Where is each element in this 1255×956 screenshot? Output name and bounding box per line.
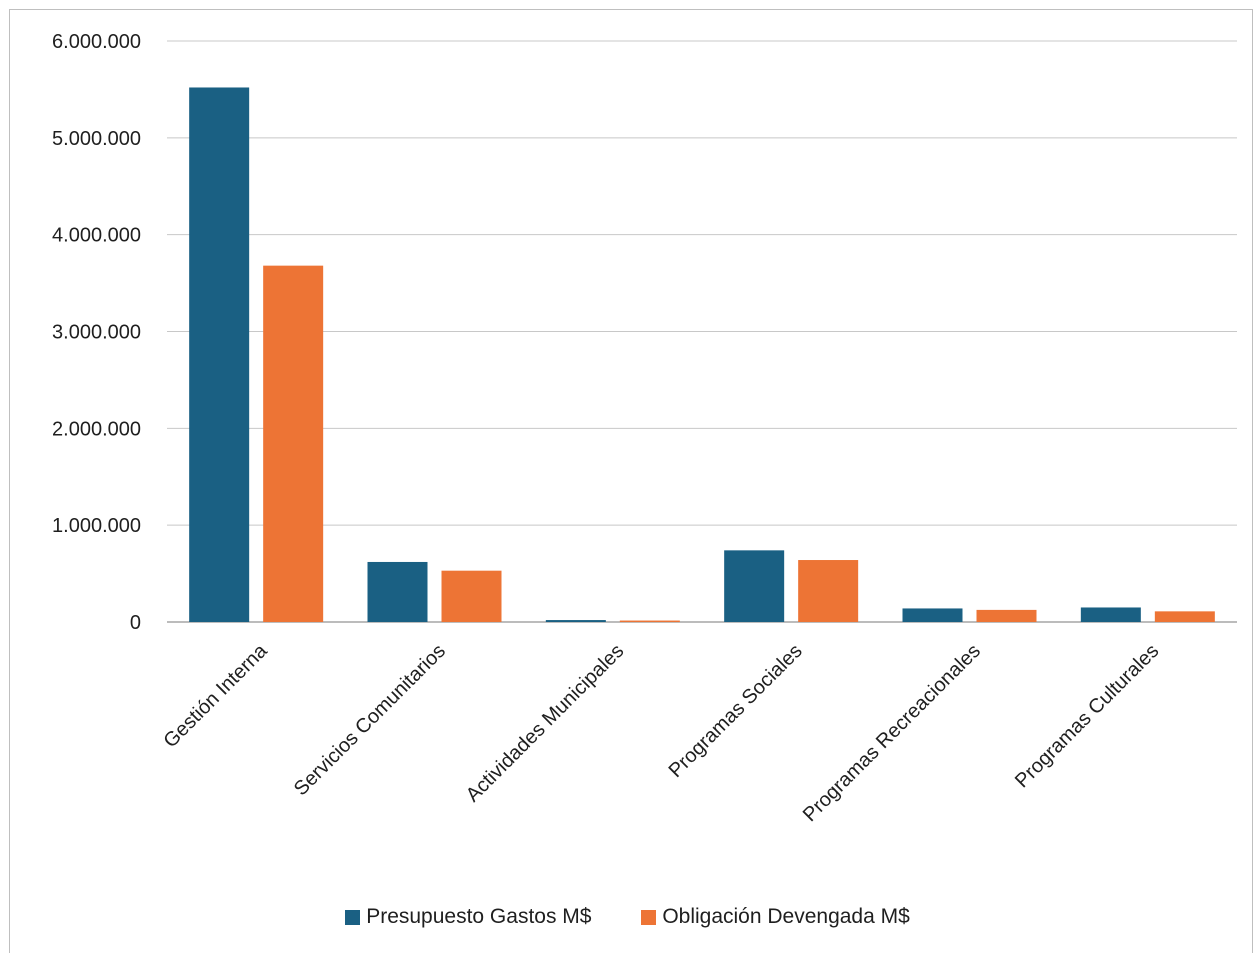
bar-presupuesto	[367, 561, 428, 622]
y-tick-label: 2.000.000	[52, 418, 141, 440]
legend-item-obligacion: Obligación Devengada M$	[641, 905, 910, 929]
legend-swatch	[345, 909, 361, 925]
x-category-label: Servicios Comunitarios	[290, 640, 450, 800]
legend-label: Presupuesto Gastos M$	[366, 905, 592, 928]
bar-presupuesto	[189, 87, 250, 623]
x-category-label: Gestión Interna	[159, 639, 272, 752]
y-tick-label: 3.000.000	[52, 322, 141, 344]
legend-label: Obligación Devengada M$	[662, 905, 910, 928]
legend: Presupuesto Gastos M$ Obligación Devenga…	[0, 905, 1255, 931]
x-category-label: Programas Sociales	[665, 640, 807, 782]
bar-presupuesto	[902, 608, 963, 622]
y-axis-ticks: 0 1.000.000 2.000.000 3.000.000 4.000.000 5.0…	[52, 31, 141, 634]
x-category-label: Actividades Municipales	[462, 640, 628, 806]
legend-item-presupuesto: Presupuesto Gastos M$	[345, 905, 591, 929]
bar-obligacion	[1154, 611, 1215, 622]
y-tick-label: 4.000.000	[52, 225, 141, 247]
bars	[189, 87, 1215, 623]
gridlines	[167, 40, 1237, 623]
bar-presupuesto	[545, 620, 606, 622]
y-tick-label: 1.000.000	[52, 515, 141, 537]
x-axis-labels: Gestión Interna Servicios Comunitarios Act…	[159, 639, 1163, 826]
y-tick-label: 0	[130, 612, 141, 634]
bar-obligacion	[263, 265, 324, 622]
x-category-label: Programas Culturales	[1011, 640, 1163, 792]
y-tick-label: 5.000.000	[52, 128, 141, 150]
x-category-label: Programas Recreacionales	[799, 640, 985, 826]
bar-obligacion	[441, 570, 502, 622]
bar-obligacion	[976, 609, 1037, 622]
y-tick-label: 6.000.000	[52, 31, 141, 53]
bar-presupuesto	[724, 550, 785, 622]
bar-obligacion	[798, 560, 859, 622]
bar-obligacion	[619, 620, 680, 623]
legend-swatch	[641, 909, 657, 925]
bar-presupuesto	[1080, 607, 1141, 622]
